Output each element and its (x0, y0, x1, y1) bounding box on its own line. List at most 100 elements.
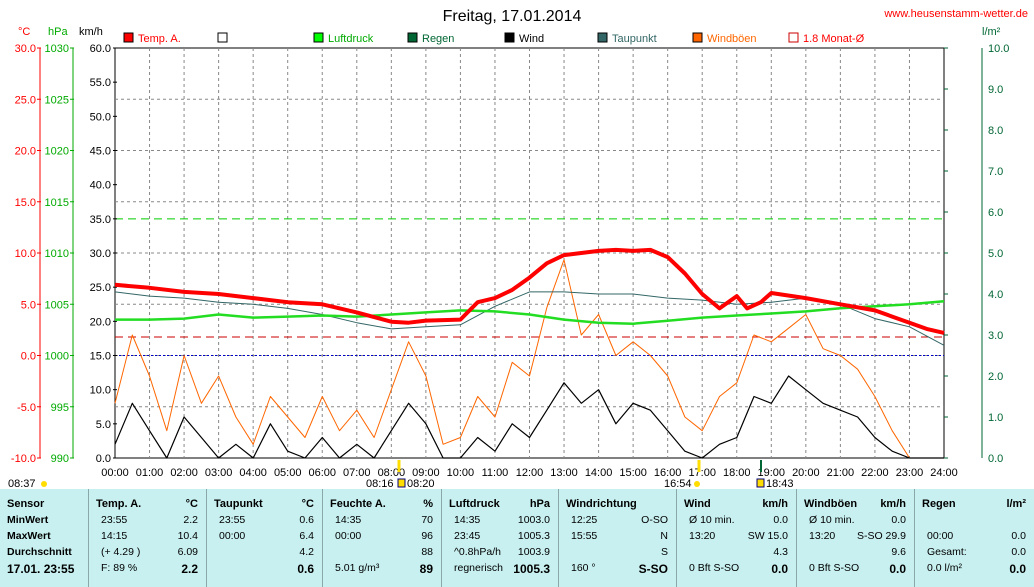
temp-tick-label: 15.0 (15, 197, 36, 209)
sun-icon (694, 481, 700, 487)
x-tick-label: 03:00 (205, 467, 233, 479)
temp-tick-label: 0.0 (21, 351, 36, 363)
cell-value: 0.0 (771, 562, 788, 576)
pressure-tick-label: 995 (51, 402, 69, 414)
x-tick-label: 24:00 (930, 467, 958, 479)
table-cell: 14:35 70 (323, 513, 441, 529)
cell-label: 00:00 (219, 530, 246, 542)
table-cell: 0.6 (207, 561, 322, 577)
wind-tick-label: 40.0 (90, 180, 111, 192)
site-url[interactable]: www.heusenstamm-wetter.de (883, 8, 1028, 20)
cell-value: 4.3 (773, 546, 788, 558)
legend-swatch (692, 32, 703, 43)
wind-tick-label: 10.0 (90, 385, 111, 397)
cell-value: 0.0 (773, 514, 788, 526)
series-line-tempa (114, 247, 945, 335)
x-tick-label: 02:00 (170, 467, 198, 479)
temp-tick-label: 20.0 (15, 146, 36, 158)
table-cell: ^0.8hPa/h 1003.9 (442, 545, 558, 561)
table-cell: 14:35 1003.0 (442, 513, 558, 529)
cell-value: 2.2 (183, 514, 198, 526)
x-tick-label: 20:00 (792, 467, 820, 479)
cell-value: 1005.3 (517, 530, 550, 542)
table-cell: (+ 4.29 ) 6.09 (89, 545, 206, 561)
table-cell: Ø 10 min. 0.0 (797, 513, 914, 529)
wind-tick-label: 5.0 (96, 419, 111, 431)
cell-value: 1003.0 (517, 514, 550, 526)
cell-value: S-SO 29.9 (856, 530, 906, 542)
x-tick-label: 05:00 (274, 467, 302, 479)
legend-swatch (504, 32, 515, 43)
table-cell: S (559, 545, 676, 561)
table-header: Windrichtung (559, 497, 676, 513)
wind-tick-label: 15.0 (90, 351, 111, 363)
cell-label: (+ 4.29 ) (101, 546, 141, 558)
cell-label: 00:00 (927, 530, 954, 542)
pressure-tick-label: 1015 (45, 197, 69, 209)
table-cell: 88 (323, 545, 441, 561)
legend-swatch (313, 32, 324, 43)
cell-label: 160 ° (571, 562, 596, 574)
cell-value: 0.0 (1011, 530, 1026, 542)
table-cell: 15:55 N (559, 529, 676, 545)
cell-label: 12:25 (571, 514, 598, 526)
temp-tick-label: 30.0 (15, 43, 36, 55)
sunrise-prev-label: 08:37 (8, 478, 36, 489)
column-title: Wind (684, 498, 711, 510)
column-unit: hPa (529, 498, 550, 510)
cell-value: 96 (421, 530, 433, 542)
pressure-tick-label: 1005 (45, 299, 69, 311)
table-cell: 00:00 0.0 (915, 529, 1034, 545)
rain-tick-label: 4.0 (988, 289, 1003, 301)
cell-value: N (660, 530, 668, 542)
cell-label: MaxWert (7, 530, 51, 542)
sun-events: 08:37 08:16 08:20 16:54 18:43 (8, 460, 794, 489)
cell-label: 0.0 l/m² (927, 562, 963, 574)
x-tick-label: 09:00 (412, 467, 440, 479)
table-header: Sensor (0, 497, 88, 513)
rain-tick-label: 8.0 (988, 125, 1003, 137)
cell-label: 14:15 (101, 530, 128, 542)
moon-icon (756, 478, 765, 488)
table-cell: Durchschnitt (0, 545, 88, 561)
table-cell: 0.0 l/m² 0.0 (915, 561, 1034, 577)
table-header: Taupunkt °C (207, 497, 322, 513)
pressure-tick-label: 1025 (45, 94, 69, 106)
temp-unit-label: °C (18, 26, 30, 38)
table-column: Feuchte A.% 14:35 70 00:00 96 88 5.01 g/m³ 89 (322, 489, 441, 587)
table-cell: 14:15 10.4 (89, 529, 206, 545)
weather-chart: Freitag, 17.01.2014 www.heusenstamm-wett… (8, 8, 1028, 489)
wind-tick-label: 45.0 (90, 146, 111, 158)
rain-tick-label: 7.0 (988, 166, 1003, 178)
table-header: Luftdruck hPa (442, 497, 558, 513)
chart-title: Freitag, 17.01.2014 (443, 8, 582, 25)
cell-value: 0.6 (297, 562, 314, 576)
pressure-unit-label: hPa (48, 26, 68, 38)
sunset-label: 16:54 (664, 478, 692, 489)
cell-label: 14:35 (454, 514, 481, 526)
cell-label: Durchschnitt (7, 546, 72, 558)
x-tick-label: 21:00 (827, 467, 855, 479)
legend-swatch (788, 32, 799, 43)
chart-series (114, 247, 945, 459)
table-column: Luftdruck hPa 14:35 1003.0 23:45 1005.3 ^0.8hP… (441, 489, 558, 587)
table-column: Taupunkt °C 23:55 0.6 00:00 6.4 4.2 0.6 (206, 489, 322, 587)
legend-label: 1.8 Monat-Ø (803, 33, 865, 45)
x-tick-label: 17:00 (688, 467, 716, 479)
table-header: Temp. A. °C (89, 497, 206, 513)
cell-value: O-SO (641, 514, 668, 526)
table-cell: F: 89 % 2.2 (89, 561, 206, 577)
x-tick-label: 22:00 (861, 467, 889, 479)
rain-tick-label: 9.0 (988, 84, 1003, 96)
table-cell: regnerisch 1005.3 (442, 561, 558, 577)
cell-label: regnerisch (454, 562, 504, 574)
cell-label: 23:55 (219, 514, 246, 526)
legend-label: Wind (519, 33, 544, 45)
wind-tick-label: 25.0 (90, 282, 111, 294)
cell-label: 13:20 (809, 530, 836, 542)
table-cell: 13:20 S-SO 29.9 (797, 529, 914, 545)
cell-value: 88 (421, 546, 433, 558)
table-cell: Gesamt: 0.0 (915, 545, 1034, 561)
legend-label: Regen (422, 33, 454, 45)
temp-tick-label: 5.0 (21, 299, 36, 311)
